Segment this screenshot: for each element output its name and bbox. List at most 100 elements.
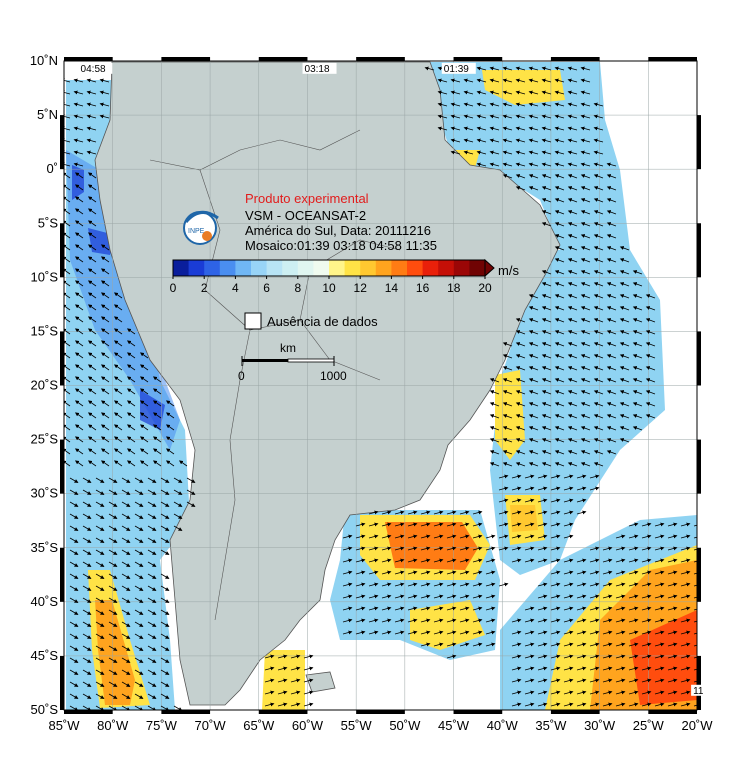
wind-arrow [121,681,131,687]
wind-arrow [593,306,604,311]
wind-arrow [433,594,444,599]
wind-arrow [502,402,513,407]
wind-arrow [550,702,561,707]
wind-arrow [476,78,487,83]
wind-arrow [64,102,71,107]
wind-arrow [511,642,522,647]
wind-arrow [69,585,79,591]
wind-arrow [606,294,617,299]
wind-arrow [160,609,170,615]
wind-arrow [667,630,678,635]
wind-arrow [550,522,561,527]
colorbar-segment [329,260,346,276]
wind-arrow [87,316,97,323]
wind-arrow [264,678,275,683]
wind-arrow [446,642,457,647]
wind-arrow [489,450,500,455]
wind-arrow [606,306,617,311]
wind-arrow [541,330,552,335]
wind-arrow [82,477,92,483]
wind-arrow [537,510,548,515]
wind-arrow [87,268,97,275]
pass-time-label: 04:58 [81,64,106,75]
wind-arrow [541,174,552,179]
wind-arrow [550,618,561,623]
wind-arrow [381,606,392,611]
wind-arrow [567,210,578,215]
wind-arrow [74,208,84,215]
wind-arrow [87,244,97,251]
wind-arrow [64,364,71,371]
wind-arrow [160,513,170,519]
wind-arrow [580,438,591,443]
wind-arrow [277,702,288,707]
wind-arrow [82,693,92,699]
wind-arrow [602,594,613,599]
wind-arrow [541,150,552,155]
wind-arrow [576,618,587,623]
wind-arrow [394,522,405,527]
wind-arrow [606,186,617,191]
wind-arrow [147,621,157,627]
wind-arrow [632,282,643,287]
wind-arrow [472,558,483,563]
wind-arrow [632,330,643,335]
wind-arrow [606,246,617,251]
wind-arrow [147,477,157,483]
wind-arrow [134,501,144,507]
lon-label: 65˚W [243,718,275,733]
wind-arrow [173,501,183,507]
wind-arrow [515,114,526,119]
wind-arrow [680,666,691,671]
wind-arrow [108,597,118,603]
graticule [64,61,697,710]
wind-arrow [355,594,366,599]
wind-arrow [113,340,123,347]
wind-arrow [64,412,71,419]
wind-arrow [593,366,604,371]
wind-arrow [541,198,552,203]
wind-arrow [576,582,587,587]
wind-arrow [511,534,522,539]
wind-arrow [654,642,665,647]
wind-arrow [593,318,604,323]
wind-arrow [524,618,535,623]
wind-arrow [515,126,526,131]
frame-tick [161,57,211,61]
pacific-low-wind [72,165,165,430]
wind-arrow [615,606,626,611]
wind-arrow [433,618,444,623]
wind-arrow [290,666,301,671]
wind-arrow [178,460,188,467]
wind-arrow [680,582,691,587]
wind-arrow [100,436,110,443]
wind-arrow [476,126,487,131]
wind-arrow [515,366,526,371]
frame-tick [356,710,405,714]
wind-arrow [550,486,561,491]
pass-times: 04:58 03:18 01:39 11 [78,62,708,697]
wind-arrow [654,666,665,671]
wind-arrow [459,534,470,539]
wind-arrow [515,414,526,419]
wind-arrow [593,450,604,455]
wind-arrow [537,546,548,551]
wind-arrow [541,138,552,143]
wind-arrow [82,681,92,687]
wind-arrow [567,186,578,191]
wind-arrow [463,90,474,95]
wind-arrow [528,438,539,443]
wind-arrow [511,702,522,707]
wind-arrow [74,292,84,299]
wind-arrow [619,246,630,251]
wind-arrow [593,102,604,107]
wind-arrow [645,414,656,419]
wind-arrow [64,424,71,431]
lat-label: 25˚S [31,432,59,447]
wind-arrow [567,90,578,95]
wind-arrow [502,138,513,143]
wind-arrow [589,702,600,707]
frame-tick [60,655,64,710]
wind-arrow [160,549,170,555]
wind-arrow [100,316,110,323]
